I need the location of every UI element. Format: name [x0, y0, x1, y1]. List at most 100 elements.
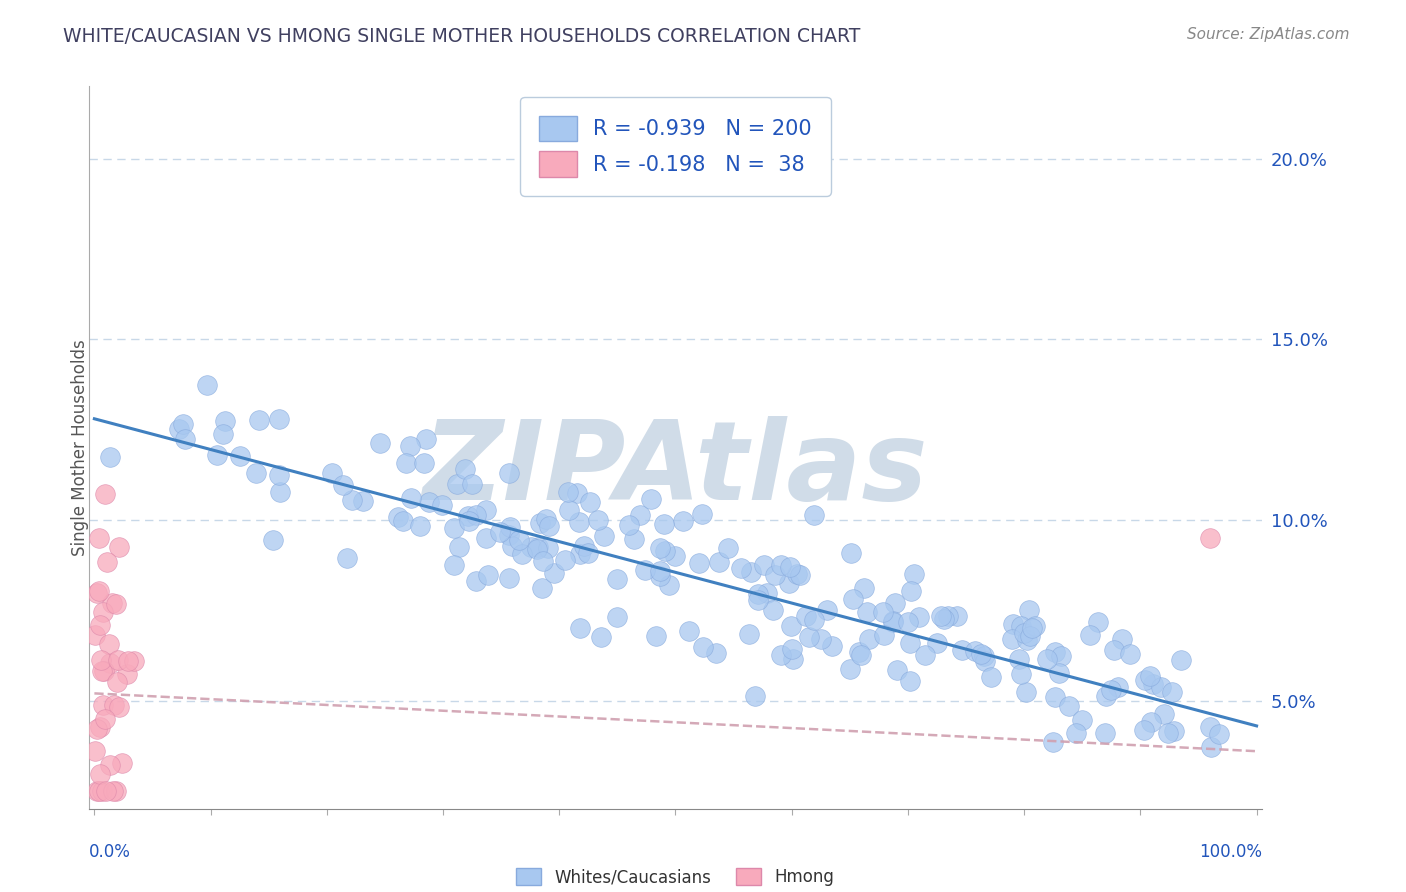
Point	[84, 744, 107, 758]
Point	[747, 593, 769, 607]
Point	[886, 663, 908, 677]
Point	[1094, 726, 1116, 740]
Point	[903, 566, 925, 581]
Point	[111, 756, 134, 770]
Point	[412, 456, 434, 470]
Point	[900, 636, 922, 650]
Point	[115, 667, 138, 681]
Point	[789, 567, 811, 582]
Point	[399, 439, 422, 453]
Point	[1153, 706, 1175, 721]
Point	[794, 608, 817, 623]
Point	[606, 610, 628, 624]
Text: WHITE/CAUCASIAN VS HMONG SINGLE MOTHER HOUSEHOLDS CORRELATION CHART: WHITE/CAUCASIAN VS HMONG SINGLE MOTHER H…	[63, 27, 860, 45]
Point	[963, 644, 986, 658]
Point	[245, 466, 267, 480]
Point	[569, 622, 592, 636]
Point	[654, 544, 676, 558]
Point	[740, 565, 762, 579]
Point	[214, 414, 236, 428]
Point	[1018, 603, 1040, 617]
Point	[872, 605, 894, 619]
Point	[387, 510, 409, 524]
Text: 0.0%: 0.0%	[89, 843, 131, 861]
Point	[692, 507, 714, 521]
Point	[706, 646, 728, 660]
Point	[882, 615, 904, 630]
Point	[489, 525, 512, 540]
Point	[569, 547, 592, 561]
Point	[591, 630, 613, 644]
Point	[882, 614, 904, 628]
Point	[1102, 643, 1125, 657]
Point	[1157, 726, 1180, 740]
Point	[430, 498, 453, 512]
Point	[93, 664, 115, 678]
Point	[1059, 698, 1081, 713]
Point	[89, 766, 111, 780]
Point	[1012, 625, 1035, 640]
Point	[554, 553, 576, 567]
Point	[101, 784, 124, 798]
Point	[946, 609, 969, 624]
Point	[907, 610, 929, 624]
Point	[1050, 648, 1073, 663]
Point	[167, 422, 190, 436]
Point	[84, 627, 107, 641]
Point	[1071, 713, 1094, 727]
Point	[658, 578, 681, 592]
Point	[415, 432, 437, 446]
Point	[464, 508, 486, 523]
Point	[1042, 735, 1064, 749]
Point	[778, 576, 800, 591]
Point	[648, 541, 671, 556]
Point	[90, 653, 112, 667]
Point	[872, 628, 894, 642]
Point	[936, 608, 959, 623]
Point	[174, 432, 197, 446]
Text: 100.0%: 100.0%	[1199, 843, 1263, 861]
Point	[786, 567, 808, 582]
Point	[543, 566, 565, 580]
Point	[797, 630, 820, 644]
Point	[1139, 669, 1161, 683]
Point	[897, 615, 920, 630]
Point	[1015, 632, 1038, 647]
Point	[593, 529, 616, 543]
Point	[94, 712, 117, 726]
Point	[1010, 618, 1032, 632]
Point	[1080, 628, 1102, 642]
Point	[399, 491, 422, 505]
Point	[1142, 677, 1164, 691]
Point	[446, 476, 468, 491]
Point	[1199, 531, 1222, 545]
Point	[652, 517, 675, 532]
Point	[409, 519, 432, 533]
Point	[841, 546, 863, 560]
Point	[475, 531, 498, 545]
Point	[737, 627, 759, 641]
Point	[93, 487, 115, 501]
Point	[848, 645, 870, 659]
Point	[508, 533, 530, 547]
Point	[1036, 652, 1059, 666]
Point	[91, 605, 114, 619]
Point	[707, 555, 730, 569]
Point	[454, 462, 477, 476]
Point	[648, 564, 671, 578]
Point	[617, 518, 640, 533]
Point	[1161, 684, 1184, 698]
Point	[89, 618, 111, 632]
Point	[1208, 727, 1230, 741]
Point	[579, 494, 602, 508]
Point	[1140, 715, 1163, 730]
Point	[851, 648, 873, 663]
Point	[558, 503, 581, 517]
Point	[688, 556, 710, 570]
Point	[370, 436, 392, 450]
Point	[747, 587, 769, 601]
Point	[752, 558, 775, 572]
Point	[1170, 653, 1192, 667]
Point	[443, 558, 465, 572]
Point	[803, 614, 825, 628]
